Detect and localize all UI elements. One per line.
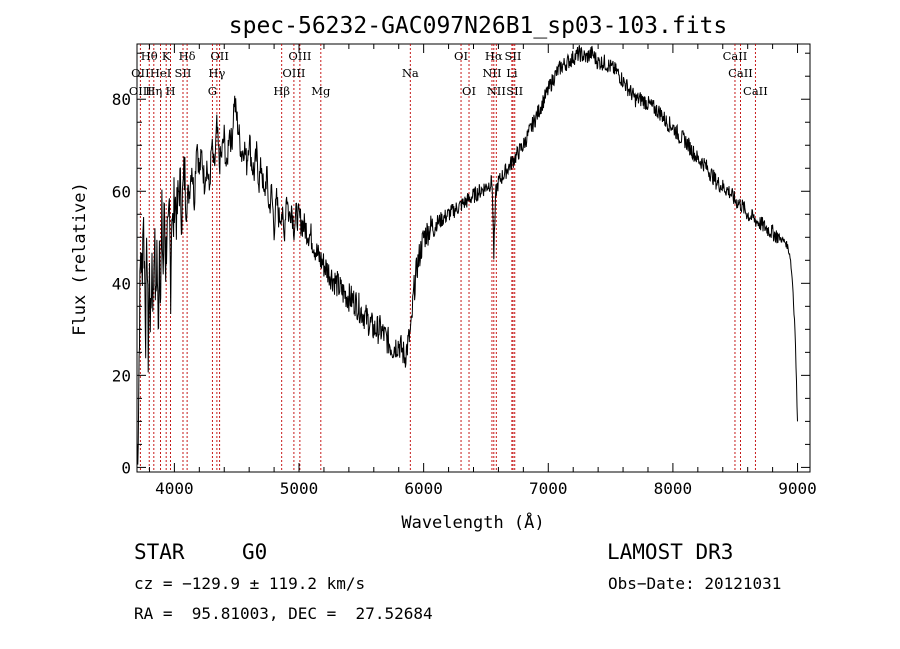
object-class: STAR bbox=[134, 540, 185, 564]
y-tick-label: 20 bbox=[112, 366, 131, 385]
line-label: OIII bbox=[282, 66, 305, 80]
line-markers bbox=[139, 44, 756, 472]
line-label: SII bbox=[175, 66, 192, 80]
line-label: G bbox=[208, 84, 217, 98]
redshift-cz: cz = −129.9 ± 119.2 km/s bbox=[134, 574, 366, 593]
x-tick-label: 7000 bbox=[529, 479, 568, 498]
y-tick-label: 80 bbox=[112, 90, 131, 109]
line-label: K bbox=[162, 49, 171, 63]
line-label: OII bbox=[210, 49, 229, 63]
x-tick-label: 6000 bbox=[404, 479, 443, 498]
x-tick-label: 5000 bbox=[280, 479, 319, 498]
line-label: Hδ bbox=[179, 49, 196, 63]
chart-title: spec-56232-GAC097N26B1_sp03-103.fits bbox=[229, 13, 728, 39]
axis-ticks: 4000 5000 6000 7000 8000 9000 0 20 40 60 80 bbox=[112, 44, 817, 498]
line-label: SII bbox=[506, 84, 523, 98]
line-label: Hη bbox=[145, 84, 162, 98]
y-tick-label: 0 bbox=[121, 458, 131, 477]
line-label: Li bbox=[506, 66, 518, 80]
line-label: CaII bbox=[723, 49, 748, 63]
object-subclass: G0 bbox=[242, 540, 268, 564]
ra-dec: RA = 95.81003, DEC = 27.52684 bbox=[134, 604, 433, 623]
line-label: Na bbox=[402, 66, 419, 80]
line-label: NII bbox=[482, 66, 501, 80]
x-tick-label: 9000 bbox=[778, 479, 817, 498]
line-label: NII bbox=[487, 84, 506, 98]
line-label: Hγ bbox=[208, 66, 225, 80]
x-axis-label: Wavelength (Å) bbox=[401, 511, 544, 533]
line-label: OI bbox=[454, 49, 468, 63]
y-axis-label: Flux (relative) bbox=[70, 182, 90, 336]
survey-name: LAMOST DR3 bbox=[607, 540, 734, 564]
line-label: Hα bbox=[485, 49, 503, 63]
line-label: Hθ bbox=[141, 49, 158, 63]
line-label: H bbox=[166, 84, 176, 98]
y-tick-label: 40 bbox=[112, 274, 131, 293]
line-label: OII bbox=[131, 66, 150, 80]
spectrum-line bbox=[136, 45, 798, 465]
line-label: OI bbox=[462, 84, 476, 98]
plot-frame bbox=[136, 43, 811, 473]
line-label: Mg bbox=[311, 84, 331, 98]
line-label: CaII bbox=[728, 66, 753, 80]
line-label: OIII bbox=[129, 84, 152, 98]
obs-date: Obs−Date: 20121031 bbox=[608, 574, 782, 593]
x-tick-label: 4000 bbox=[155, 479, 194, 498]
line-label: SII bbox=[505, 49, 522, 63]
line-label: Hβ bbox=[273, 84, 290, 98]
line-label: CaII bbox=[743, 84, 768, 98]
line-label: HeI bbox=[150, 66, 171, 80]
x-tick-label: 8000 bbox=[654, 479, 693, 498]
y-tick-label: 60 bbox=[112, 182, 131, 201]
line-label: OIII bbox=[288, 49, 311, 63]
